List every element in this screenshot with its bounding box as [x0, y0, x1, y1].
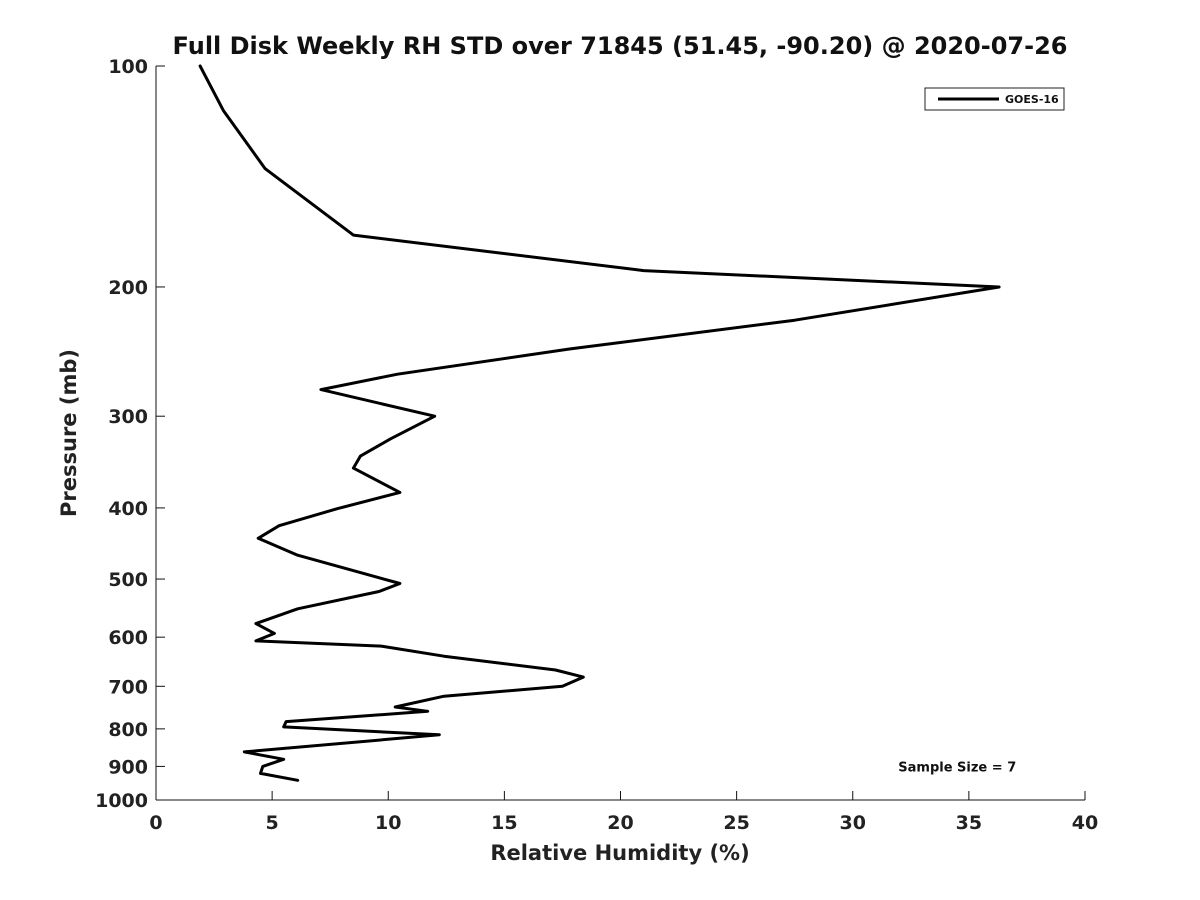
y-tick-label: 200 [108, 277, 148, 299]
x-tick-label: 35 [956, 812, 982, 834]
legend: GOES-16 [924, 87, 1065, 111]
y-axis-label: Pressure (mb) [57, 349, 81, 517]
legend-label-goes-16: GOES-16 [1005, 93, 1059, 106]
x-tick-label: 40 [1072, 812, 1098, 834]
y-tick-label: 800 [108, 719, 148, 741]
y-tick-label: 500 [108, 569, 148, 591]
y-tick-label: 600 [108, 627, 148, 649]
x-axis-label: Relative Humidity (%) [490, 841, 749, 865]
y-tick-label: 400 [108, 498, 148, 520]
y-tick-label: 300 [108, 406, 148, 428]
x-tick-label: 20 [607, 812, 633, 834]
x-tick-label: 25 [723, 812, 749, 834]
x-tick-label: 0 [149, 812, 162, 834]
x-tick-label: 5 [266, 812, 279, 834]
y-axis-ticks: 100 200 300 400 500 600 700 800 900 1000 [95, 56, 165, 812]
y-tick-label: 900 [108, 756, 148, 778]
x-axis-ticks: 0 5 10 15 20 25 30 35 40 [149, 791, 1098, 834]
series-line-goes-16 [198, 64, 1001, 782]
sample-size-annotation: Sample Size = 7 [898, 760, 1016, 775]
x-tick-label: 15 [491, 812, 517, 834]
y-tick-label: 1000 [95, 790, 148, 812]
x-tick-label: 30 [840, 812, 866, 834]
y-tick-label: 700 [108, 676, 148, 698]
x-tick-label: 10 [375, 812, 401, 834]
y-tick-label: 100 [108, 56, 148, 78]
chart-title: Full Disk Weekly RH STD over 71845 (51.4… [173, 32, 1068, 60]
